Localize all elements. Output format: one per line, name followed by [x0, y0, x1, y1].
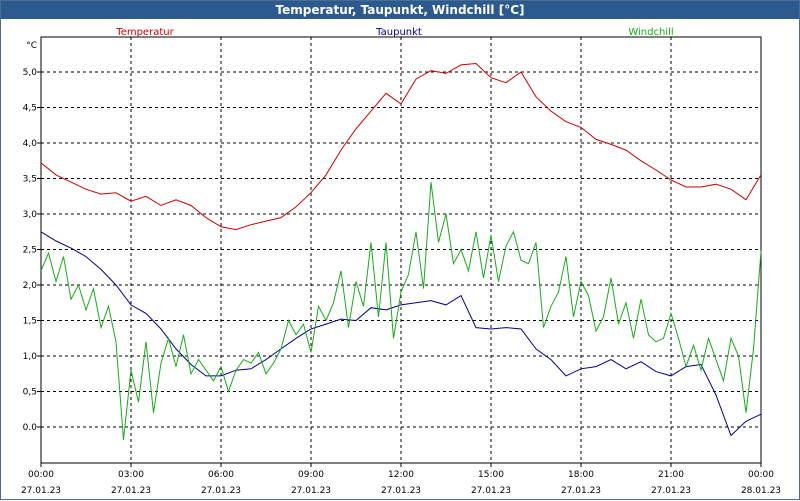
x-tick-label-date: 27.01.23 [651, 486, 691, 496]
y-tick-label: 0,5 [23, 388, 37, 398]
y-axis-label: °C [26, 41, 37, 51]
legend: Temperatur Taupunkt Windchill [115, 27, 673, 38]
x-tick-label-time: 21:00 [658, 470, 684, 480]
axis-layer: 0.0 0,5 1,0 1,5 2,0 2,5 3,0 3,5 4,0 4,5 5,0 °C 00:00… [21, 36, 781, 496]
x-tick-label-date: 27.01.23 [381, 486, 421, 496]
x-tick-label-time: 00:00 [28, 470, 54, 480]
series-layer [40, 62, 762, 440]
x-tick-label-date: 27.01.23 [561, 486, 601, 496]
series-line-temperatur [40, 62, 762, 231]
x-tick-label-time: 15:00 [478, 470, 504, 480]
y-tick-label: 1,0 [23, 352, 38, 362]
series-line-windchill [40, 182, 762, 440]
x-tick-label-time: 12:00 [388, 470, 414, 480]
x-tick-label-time: 03:00 [118, 470, 144, 480]
x-tick-label-date: 27.01.23 [201, 486, 241, 496]
y-tick-label: 5,0 [23, 68, 38, 78]
y-tick-label: 3,0 [23, 210, 38, 220]
legend-item-temperatur: Temperatur [115, 27, 174, 38]
grid-layer [41, 37, 761, 463]
y-tick-label: 1,5 [23, 317, 37, 327]
x-tick-label-date: 27.01.23 [21, 486, 61, 496]
y-tick-label: 4,0 [23, 139, 38, 149]
x-tick-label-time: 18:00 [568, 470, 594, 480]
chart-title: Temperatur, Taupunkt, Windchill [°C] [1, 1, 799, 19]
x-tick-label-time: 00:00 [748, 470, 774, 480]
x-tick-label-date: 27.01.23 [111, 486, 151, 496]
series-line-taupunkt [40, 231, 762, 437]
x-tick-label-time: 09:00 [298, 470, 324, 480]
legend-item-windchill: Windchill [628, 27, 673, 38]
y-tick-label: 0.0 [23, 423, 38, 433]
x-tick-label-date: 27.01.23 [291, 486, 331, 496]
y-tick-label: 2,5 [23, 246, 37, 256]
y-tick-label: 2,0 [23, 281, 38, 291]
x-tick-label-date: 27.01.23 [471, 486, 511, 496]
legend-item-taupunkt: Taupunkt [375, 27, 422, 38]
x-tick-label-date: 28.01.23 [741, 486, 781, 496]
x-tick-label-time: 06:00 [208, 470, 234, 480]
y-tick-label: 3,5 [23, 175, 37, 185]
y-tick-label: 4,5 [23, 104, 37, 114]
